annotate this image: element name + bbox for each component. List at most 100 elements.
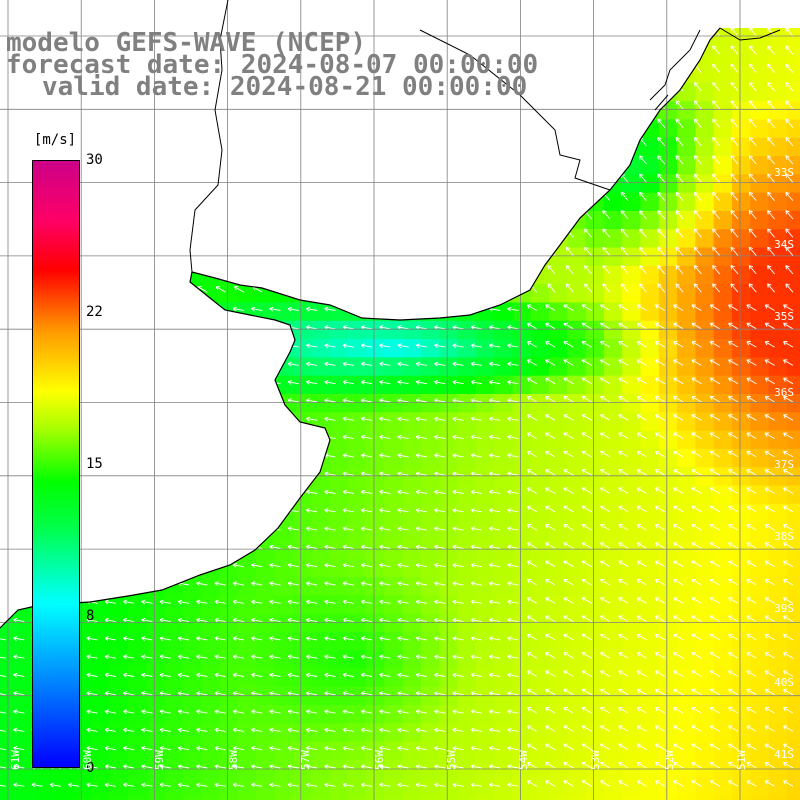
wind-cell: [164, 485, 184, 505]
wind-arrow: [507, 361, 519, 367]
wind-cell: [475, 485, 495, 505]
wind-cell: [786, 760, 800, 779]
wind-cell: [219, 375, 239, 395]
wind-arrow: [379, 636, 391, 641]
wind-cell: [439, 137, 459, 157]
wind-cell: [274, 265, 294, 285]
wind-arrow: [547, 191, 556, 201]
wind-cell: [384, 485, 404, 505]
wind-cell: [439, 503, 459, 523]
wind-arrow: [507, 489, 519, 495]
wind-cell: [274, 101, 294, 121]
wind-cell: [164, 357, 184, 377]
wind-arrow: [142, 139, 153, 147]
wind-cell: [384, 631, 404, 651]
wind-arrow: [691, 322, 702, 330]
wind-arrow: [507, 709, 519, 715]
wind-arrow: [398, 249, 409, 256]
wind-cell: [439, 558, 459, 578]
wind-arrow: [13, 508, 25, 513]
wind-cell: [402, 211, 422, 230]
wind-arrow: [379, 544, 391, 550]
wind-arrow: [380, 158, 391, 165]
wind-cell: [292, 540, 312, 560]
wind-arrow: [691, 487, 702, 494]
wind-cell: [292, 247, 312, 267]
wind-cell: [695, 64, 715, 84]
wind-arrow: [104, 379, 116, 385]
wind-cell: [329, 339, 349, 358]
wind-arrow: [470, 782, 482, 788]
wind-cell: [146, 156, 166, 175]
wind-arrow: [343, 249, 354, 256]
wind-cell: [183, 174, 202, 194]
wind-arrow: [563, 450, 574, 458]
wind-cell: [603, 485, 623, 505]
wind-cell: [274, 595, 294, 615]
wind-cell: [402, 631, 422, 651]
wind-cell: [54, 796, 74, 800]
wind-cell: [237, 686, 257, 706]
wind-cell: [512, 192, 532, 212]
wind-cell: [164, 192, 184, 212]
wind-cell: [732, 156, 751, 175]
wind-cell: [750, 741, 770, 761]
wind-arrow: [435, 286, 446, 293]
wind-arrow: [86, 544, 98, 550]
wind-arrow: [397, 526, 409, 532]
wind-arrow: [104, 654, 116, 660]
wind-arrow: [673, 322, 684, 330]
wind-arrow: [68, 782, 80, 788]
wind-cell: [713, 796, 733, 800]
wind-arrow: [507, 782, 519, 788]
wind-cell: [658, 174, 678, 194]
wind-cell: [146, 558, 166, 578]
wind-cell: [640, 156, 660, 175]
wind-cell: [713, 101, 733, 121]
wind-arrow: [434, 508, 446, 513]
wind-cell: [585, 211, 605, 230]
wind-cell: [677, 558, 696, 578]
wind-arrow: [179, 121, 190, 128]
wind-cell: [128, 558, 147, 578]
wind-cell: [750, 28, 770, 47]
wind-arrow: [251, 416, 263, 422]
wind-arrow: [545, 322, 556, 330]
wind-cell: [366, 284, 385, 304]
wind-arrow: [654, 780, 666, 787]
wind-arrow: [123, 764, 135, 770]
wind-cell: [549, 430, 568, 450]
wind-cell: [164, 119, 184, 139]
wind-arrow: [251, 343, 263, 349]
wind-arrow: [693, 283, 702, 293]
wind-cell: [677, 485, 696, 505]
wind-cell: [201, 211, 221, 230]
wind-arrow: [470, 745, 482, 751]
wind-arrow: [177, 471, 190, 477]
wind-arrow: [0, 654, 7, 660]
wind-cell: [585, 192, 605, 212]
wind-cell: [457, 723, 477, 743]
wind-arrow: [675, 246, 684, 256]
wind-cell: [732, 284, 751, 304]
wind-cell: [366, 174, 385, 194]
wind-cell: [256, 650, 276, 670]
wind-cell: [402, 412, 422, 432]
wind-cell: [677, 705, 696, 724]
wind-arrow: [360, 581, 373, 587]
wind-arrow: [197, 249, 208, 256]
wind-cell: [73, 101, 93, 121]
wind-arrow: [159, 654, 171, 660]
wind-cell: [658, 375, 678, 395]
wind-arrow: [196, 599, 208, 605]
wind-cell: [329, 796, 349, 800]
wind-arrow: [746, 542, 757, 549]
wind-arrow: [470, 727, 482, 733]
wind-cell: [585, 229, 605, 249]
wind-cell: [658, 485, 678, 505]
wind-cell: [713, 82, 733, 102]
wind-cell: [457, 558, 477, 578]
wind-arrow: [124, 103, 135, 110]
wind-arrow: [362, 249, 373, 256]
wind-cell: [366, 723, 385, 743]
